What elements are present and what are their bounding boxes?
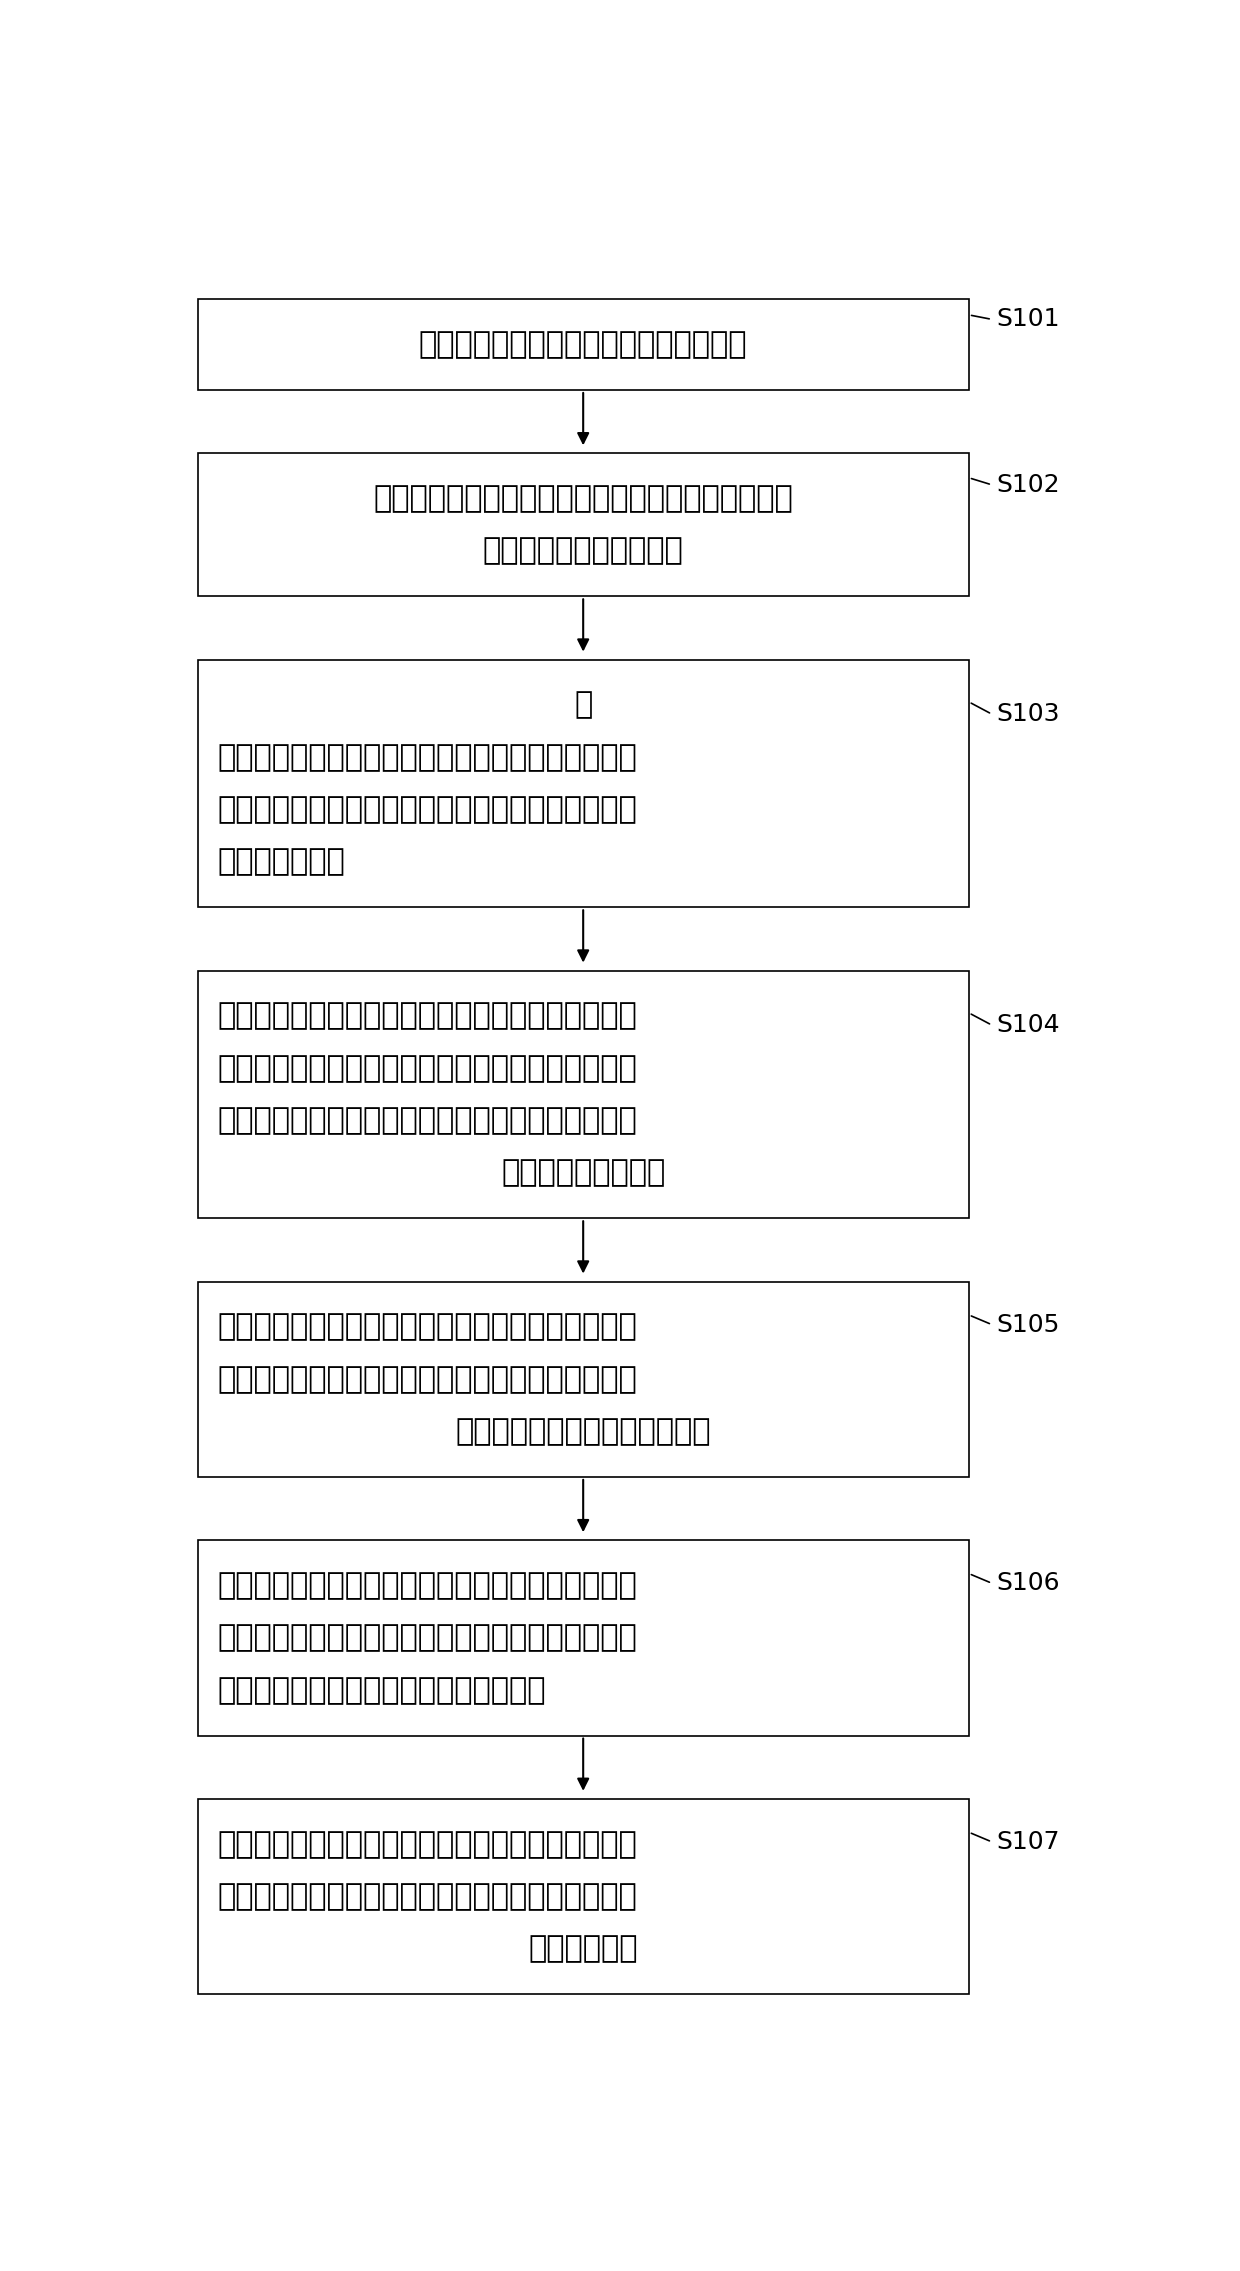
Bar xyxy=(197,1799,968,1994)
Text: 模拟实验的基本假设条件: 模拟实验的基本假设条件 xyxy=(482,536,683,565)
Text: 底水砂岩油藏水平井模型的数学模型中的若干基本量: 底水砂岩油藏水平井模型的数学模型中的若干基本量 xyxy=(217,1054,637,1083)
Text: S105: S105 xyxy=(996,1313,1059,1338)
Bar xyxy=(197,454,968,597)
Bar xyxy=(197,1281,968,1476)
Text: 和参量，并根据方程分析法得到底水砂岩油藏水平井: 和参量，并根据方程分析法得到底水砂岩油藏水平井 xyxy=(217,1106,637,1136)
Text: 拟实验模型，利用物理模拟实验模型进行实际油藏的: 拟实验模型，利用物理模拟实验模型进行实际油藏的 xyxy=(217,1883,637,1912)
Text: S106: S106 xyxy=(996,1572,1059,1594)
Text: 据物理模拟实验的基本假设条件选择描述底水砂岩油: 据物理模拟实验的基本假设条件选择描述底水砂岩油 xyxy=(217,743,637,772)
Text: S104: S104 xyxy=(996,1013,1059,1038)
Text: 准数的表达式中按照拟合顺序对相似准数进行拟合，: 准数的表达式中按照拟合顺序对相似准数进行拟合， xyxy=(217,1624,637,1653)
Text: 实验过程中相似准数的拟合顺序: 实验过程中相似准数的拟合顺序 xyxy=(455,1417,711,1447)
Text: 模型的若干相似准数: 模型的若干相似准数 xyxy=(501,1158,666,1188)
Text: 根据确定的物理模拟实验模型的各参数，构建物理模: 根据确定的物理模拟实验模型的各参数，构建物理模 xyxy=(217,1830,637,1858)
Text: 物理模拟实验: 物理模拟实验 xyxy=(528,1935,637,1964)
Text: S107: S107 xyxy=(996,1830,1059,1853)
Text: 确定需构建的物理模拟实验模型的各参数: 确定需构建的物理模拟实验模型的各参数 xyxy=(217,1676,546,1706)
Text: S102: S102 xyxy=(996,472,1059,497)
Text: 性，根据每一个相似准数的敏感性确定构建物理模拟: 性，根据每一个相似准数的敏感性确定构建物理模拟 xyxy=(217,1365,637,1394)
Text: S101: S101 xyxy=(996,307,1059,332)
Text: 藏水平井模型的若干方程，得到底水砂岩油藏水平井: 藏水平井模型的若干方程，得到底水砂岩油藏水平井 xyxy=(217,795,637,824)
Bar xyxy=(197,970,968,1217)
Text: 根据底水砂岩油藏水平井模型的数学模型，推导得到: 根据底水砂岩油藏水平井模型的数学模型，推导得到 xyxy=(217,1002,637,1031)
Bar xyxy=(197,1540,968,1735)
Text: 结合实验室条件，将实际油藏参数代入到每一个相似: 结合实验室条件，将实际油藏参数代入到每一个相似 xyxy=(217,1572,637,1601)
Text: 分析底水砂岩油藏水平井模型中所有相似准数的敏感: 分析底水砂岩油藏水平井模型中所有相似准数的敏感 xyxy=(217,1313,637,1342)
Text: 根据底水砂岩油藏水平井模型的基本特点，建立物理: 根据底水砂岩油藏水平井模型的基本特点，建立物理 xyxy=(373,484,794,513)
Text: 模型的数学模型: 模型的数学模型 xyxy=(217,847,345,877)
Bar xyxy=(197,300,968,391)
Text: 获取底水砂岩油藏水平井模型的基本特点: 获取底水砂岩油藏水平井模型的基本特点 xyxy=(419,329,748,359)
Text: 根: 根 xyxy=(574,690,593,720)
Text: S103: S103 xyxy=(996,702,1059,727)
Bar xyxy=(197,661,968,908)
